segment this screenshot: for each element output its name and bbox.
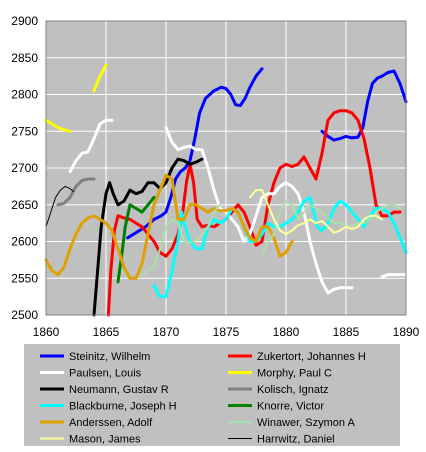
series-segment (44, 173, 294, 280)
series-segment (261, 200, 401, 258)
series-segment (249, 189, 383, 236)
legend-item[interactable]: Paulsen, Louis (40, 368, 142, 380)
series-line (126, 67, 408, 240)
y-tick-label: 2800 (11, 88, 38, 102)
series-segment (380, 273, 408, 279)
series-segment (68, 118, 114, 174)
legend-item[interactable]: Zukertort, Johannes H (228, 351, 366, 363)
series-line (56, 177, 96, 207)
legend-item[interactable]: Knorre, Victor (228, 401, 324, 413)
series-layer (44, 63, 408, 317)
series-line (249, 189, 383, 236)
series-line (116, 195, 156, 284)
x-tick-label: 1885 (333, 325, 360, 339)
legend-item[interactable]: Morphy, Paul C (228, 368, 332, 380)
series-line (106, 109, 402, 317)
y-tick-label: 2900 (11, 14, 38, 28)
legend-label: Mason, James (69, 434, 141, 446)
x-tick-label: 1870 (153, 325, 180, 339)
legend-label: Blackburne, Joseph H (69, 401, 177, 413)
series-segment (92, 157, 204, 317)
y-tick-label: 2600 (11, 235, 38, 249)
legend-label: Paulsen, Louis (69, 368, 142, 380)
legend-label: Anderssen, Adolf (69, 417, 153, 429)
series-line (92, 157, 204, 317)
series-segment (56, 177, 96, 207)
legend-label: Harrwitz, Daniel (257, 434, 335, 446)
series-segment (106, 109, 402, 317)
series-segment (164, 126, 354, 295)
legend-label: Steinitz, Wilhelm (69, 351, 150, 363)
x-axis-ticks: 1860 1865 1870 1875 1880 1885 1890 (33, 325, 420, 339)
series-segment (126, 67, 264, 240)
legend-item[interactable]: Kolisch, Ignatz (228, 384, 329, 396)
series-line (44, 173, 294, 280)
series-segment (92, 63, 108, 93)
legend-label: Winawer, Szymon A (257, 417, 355, 429)
y-tick-label: 2500 (11, 308, 38, 322)
legend-label: Kolisch, Ignatz (257, 384, 329, 396)
legend-item[interactable]: Neumann, Gustav R (40, 384, 169, 396)
series-line (152, 195, 408, 299)
series-line (68, 118, 408, 295)
legend[interactable]: Steinitz, Wilhelm Zukertort, Johannes H Pa… (40, 351, 366, 446)
x-tick-label: 1865 (93, 325, 120, 339)
legend-item[interactable]: Steinitz, Wilhelm (40, 351, 150, 363)
series-line (45, 185, 75, 228)
legend-box (24, 344, 400, 446)
x-tick-label: 1875 (213, 325, 240, 339)
series-line (44, 63, 108, 133)
legend-item[interactable]: Harrwitz, Daniel (228, 434, 335, 446)
series-segment (320, 69, 408, 142)
legend-label: Knorre, Victor (257, 401, 324, 413)
series-segment (44, 118, 72, 133)
legend-label: Zukertort, Johannes H (257, 351, 366, 363)
y-axis-ticks: 2500 2550 2600 2650 2700 2750 2800 2850 2900 (11, 14, 38, 322)
series-segment (152, 195, 408, 299)
series-segment (45, 185, 75, 228)
series-line (141, 200, 401, 276)
y-tick-label: 2850 (11, 51, 38, 65)
x-tick-label: 1860 (33, 325, 60, 339)
legend-item[interactable]: Blackburne, Joseph H (40, 401, 177, 413)
y-tick-label: 2650 (11, 198, 38, 212)
x-tick-label: 1890 (393, 325, 420, 339)
y-tick-label: 2750 (11, 124, 38, 138)
series-segment (141, 203, 221, 276)
x-tick-label: 1880 (273, 325, 300, 339)
legend-item[interactable]: Mason, James (40, 434, 141, 446)
legend-label: Morphy, Paul C (257, 368, 332, 380)
legend-item[interactable]: Winawer, Szymon A (228, 417, 355, 429)
series-segment (116, 195, 156, 284)
y-tick-label: 2550 (11, 271, 38, 285)
plot-border (45, 20, 407, 316)
legend-label: Neumann, Gustav R (69, 384, 169, 396)
y-tick-label: 2700 (11, 161, 38, 175)
legend-item[interactable]: Anderssen, Adolf (40, 417, 153, 429)
